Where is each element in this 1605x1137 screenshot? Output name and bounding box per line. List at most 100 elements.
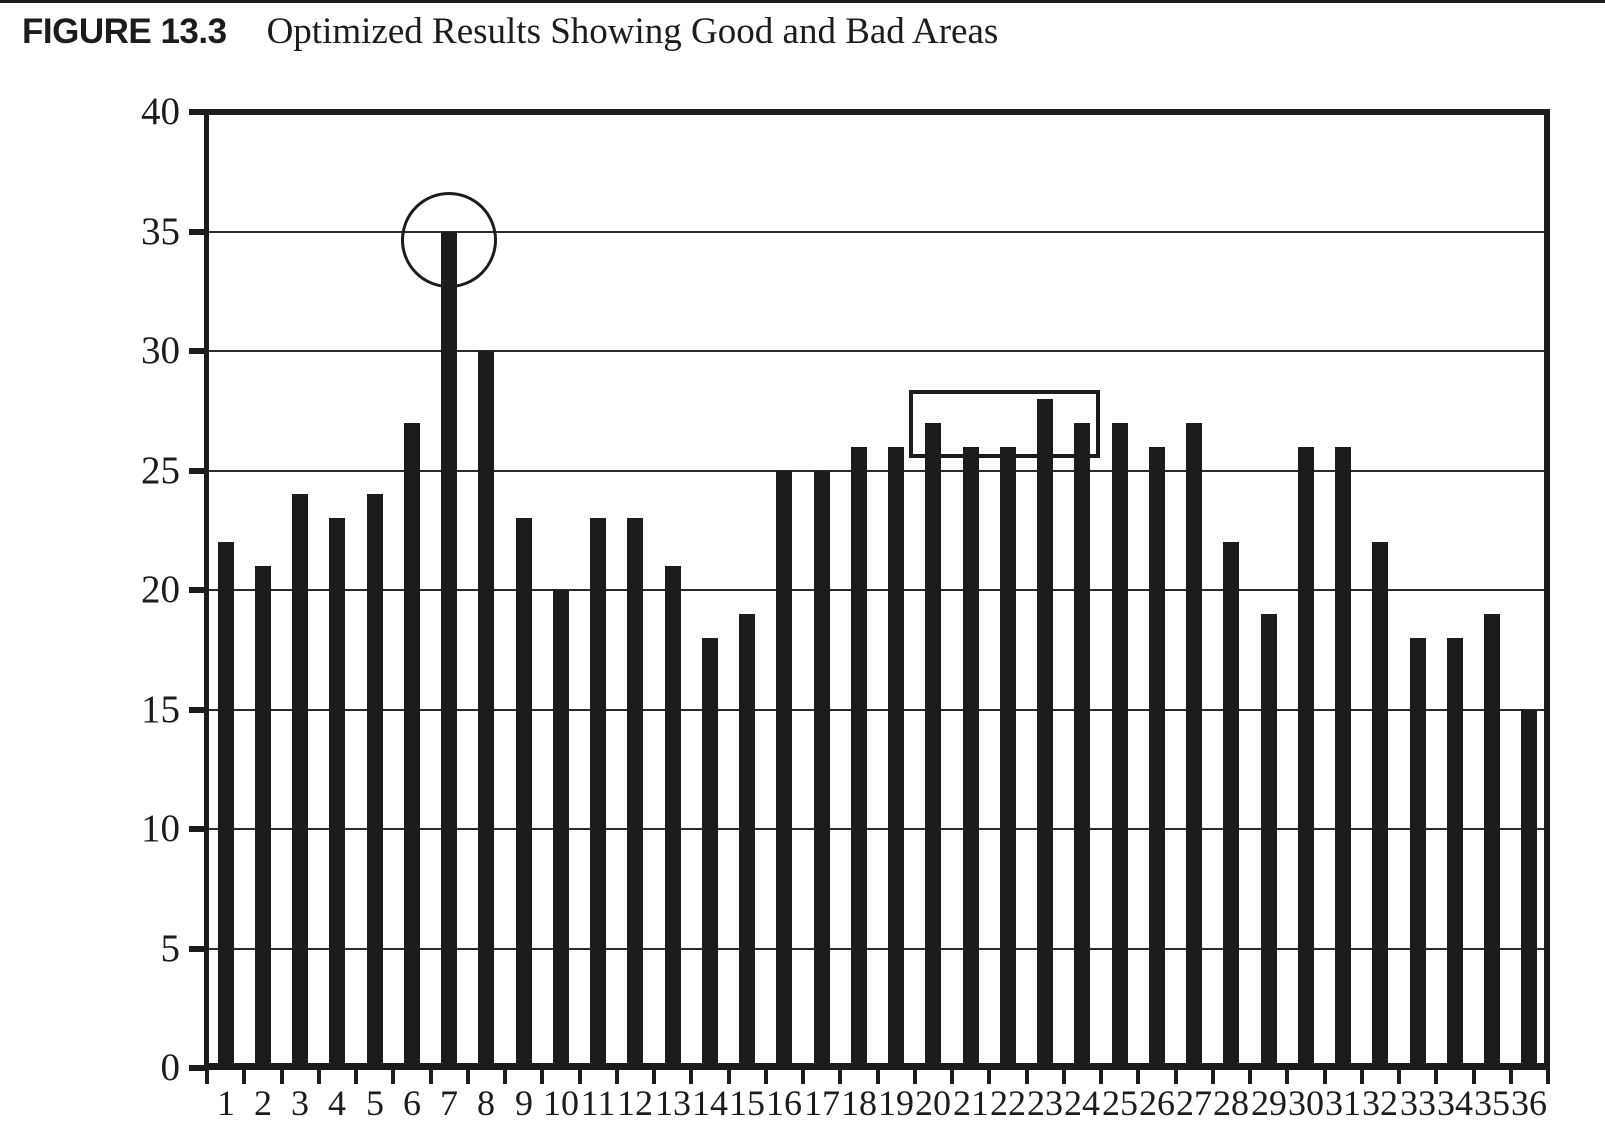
- bar: [1372, 542, 1388, 1067]
- bar: [255, 566, 271, 1067]
- bar: [627, 518, 643, 1067]
- x-tick: [242, 1068, 246, 1084]
- bar: [1484, 614, 1500, 1067]
- x-tick: [1211, 1068, 1215, 1084]
- axis-line-right: [1544, 109, 1550, 1070]
- x-axis-label: 7: [440, 1083, 458, 1123]
- x-axis-label: 24: [1064, 1083, 1100, 1123]
- x-axis-label: 21: [953, 1083, 989, 1123]
- x-tick: [689, 1068, 693, 1084]
- x-axis-label: 32: [1362, 1083, 1398, 1123]
- y-tick: [189, 826, 205, 832]
- bar: [1223, 542, 1239, 1067]
- bar: [367, 494, 383, 1067]
- x-axis-label: 33: [1400, 1083, 1436, 1123]
- bar: [963, 447, 979, 1067]
- bar: [1447, 638, 1463, 1067]
- gridline: [207, 589, 1544, 591]
- axis-line-left: [204, 109, 209, 1070]
- x-tick: [913, 1068, 917, 1084]
- y-tick: [189, 707, 205, 713]
- x-axis-label: 6: [403, 1083, 421, 1123]
- y-axis-label: 25: [141, 449, 180, 492]
- bar: [478, 351, 494, 1067]
- bar: [441, 232, 457, 1068]
- x-axis-label: 23: [1027, 1083, 1063, 1123]
- figure-label: FIGURE 13.3: [22, 12, 227, 51]
- x-tick: [1248, 1068, 1252, 1084]
- x-axis-label: 12: [617, 1083, 653, 1123]
- bar: [1521, 710, 1537, 1068]
- x-tick: [205, 1068, 209, 1084]
- bar: [1000, 447, 1016, 1067]
- x-tick: [1434, 1068, 1438, 1084]
- bar: [702, 638, 718, 1067]
- x-axis-label: 16: [766, 1083, 802, 1123]
- x-tick: [615, 1068, 619, 1084]
- y-axis-label: 35: [141, 210, 180, 253]
- x-tick: [1136, 1068, 1140, 1084]
- x-axis-label: 5: [366, 1083, 384, 1123]
- x-tick: [578, 1068, 582, 1084]
- y-tick: [189, 109, 205, 115]
- x-axis-label: 26: [1139, 1083, 1175, 1123]
- x-tick: [1472, 1068, 1476, 1084]
- x-axis-label: 19: [878, 1083, 914, 1123]
- x-axis-label: 17: [804, 1083, 840, 1123]
- x-tick: [429, 1068, 433, 1084]
- axis-line-top: [204, 109, 1550, 115]
- x-axis-label: 3: [291, 1083, 309, 1123]
- bar: [739, 614, 755, 1067]
- x-axis-label: 30: [1288, 1083, 1324, 1123]
- y-axis-label: 5: [160, 927, 181, 970]
- y-tick: [189, 468, 205, 474]
- x-tick: [391, 1068, 395, 1084]
- x-tick: [280, 1068, 284, 1084]
- y-tick: [189, 348, 205, 354]
- bar: [1261, 614, 1277, 1067]
- x-axis-label: 18: [841, 1083, 877, 1123]
- bar: [1335, 447, 1351, 1067]
- x-tick: [1323, 1068, 1327, 1084]
- gridline: [207, 350, 1544, 352]
- bar: [665, 566, 681, 1067]
- x-tick: [876, 1068, 880, 1084]
- x-tick: [503, 1068, 507, 1084]
- y-axis-label: 20: [141, 568, 180, 611]
- bar: [776, 471, 792, 1068]
- y-tick: [189, 946, 205, 952]
- x-tick: [987, 1068, 991, 1084]
- bar: [1112, 423, 1128, 1067]
- x-tick: [652, 1068, 656, 1084]
- x-tick: [466, 1068, 470, 1084]
- figure-caption: FIGURE 13.3 Optimized Results Showing Go…: [22, 10, 998, 53]
- bar: [1410, 638, 1426, 1067]
- x-axis-label: 28: [1213, 1083, 1249, 1123]
- bar: [516, 518, 532, 1067]
- bar: [1074, 423, 1090, 1067]
- x-axis-label: 9: [515, 1083, 533, 1123]
- bar: [1298, 447, 1314, 1067]
- x-tick: [540, 1068, 544, 1084]
- x-axis-label: 35: [1474, 1083, 1510, 1123]
- x-axis-label: 8: [477, 1083, 495, 1123]
- x-tick: [838, 1068, 842, 1084]
- gridline: [207, 470, 1544, 472]
- x-axis-label: 27: [1176, 1083, 1212, 1123]
- x-tick: [1546, 1068, 1550, 1084]
- x-tick: [801, 1068, 805, 1084]
- gridline: [207, 231, 1544, 233]
- x-tick: [764, 1068, 768, 1084]
- bar: [590, 518, 606, 1067]
- x-axis-label: 11: [580, 1083, 616, 1123]
- x-tick: [1099, 1068, 1103, 1084]
- x-axis-label: 25: [1102, 1083, 1138, 1123]
- gridline: [207, 828, 1544, 830]
- y-axis-label: 40: [141, 90, 180, 133]
- x-tick: [1062, 1068, 1066, 1084]
- figure-title: Optimized Results Showing Good and Bad A…: [266, 11, 999, 52]
- x-tick: [1509, 1068, 1513, 1084]
- x-axis-label: 36: [1511, 1083, 1547, 1123]
- bar: [814, 471, 830, 1068]
- x-tick: [1174, 1068, 1178, 1084]
